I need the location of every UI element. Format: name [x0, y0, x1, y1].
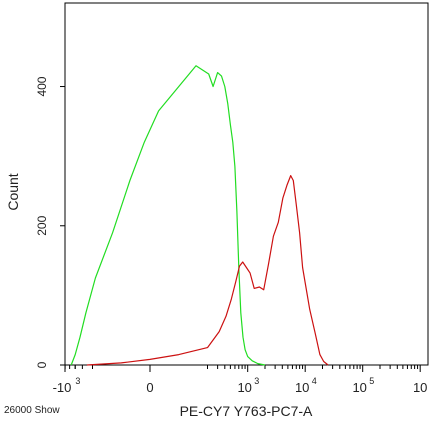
y-axis-label: Count — [5, 173, 21, 210]
x-axis-label: PE-CY7 Y763-PC7-A — [180, 403, 313, 419]
x-axis-ticks: -10 3 0 10 3 10 4 10 5 10 — [53, 365, 427, 395]
y-axis-ticks: 0 200 400 — [35, 76, 65, 368]
plot-area — [64, 2, 429, 366]
y-tick-label: 0 — [35, 361, 49, 368]
corner-note: 26000 Show — [4, 405, 60, 416]
y-tick-label: 400 — [35, 76, 49, 96]
x-tick-exponent: 4 — [312, 376, 317, 386]
x-tick-label: -10 — [53, 380, 72, 395]
x-tick-label: 10 — [237, 380, 251, 395]
x-tick-label: 10 — [352, 380, 366, 395]
x-tick-exponent: 3 — [75, 376, 80, 386]
series-line-2 — [86, 175, 329, 366]
x-tick-label: 0 — [146, 380, 153, 395]
x-tick-label: 10 — [413, 380, 427, 395]
x-tick-exponent: 5 — [369, 376, 374, 386]
x-tick-label: 10 — [295, 380, 309, 395]
series-line-1 — [70, 65, 266, 366]
x-tick-exponent: 3 — [254, 376, 259, 386]
series-layer — [70, 65, 329, 366]
y-tick-label: 200 — [35, 215, 49, 235]
x-minor-ticks — [64, 365, 419, 369]
